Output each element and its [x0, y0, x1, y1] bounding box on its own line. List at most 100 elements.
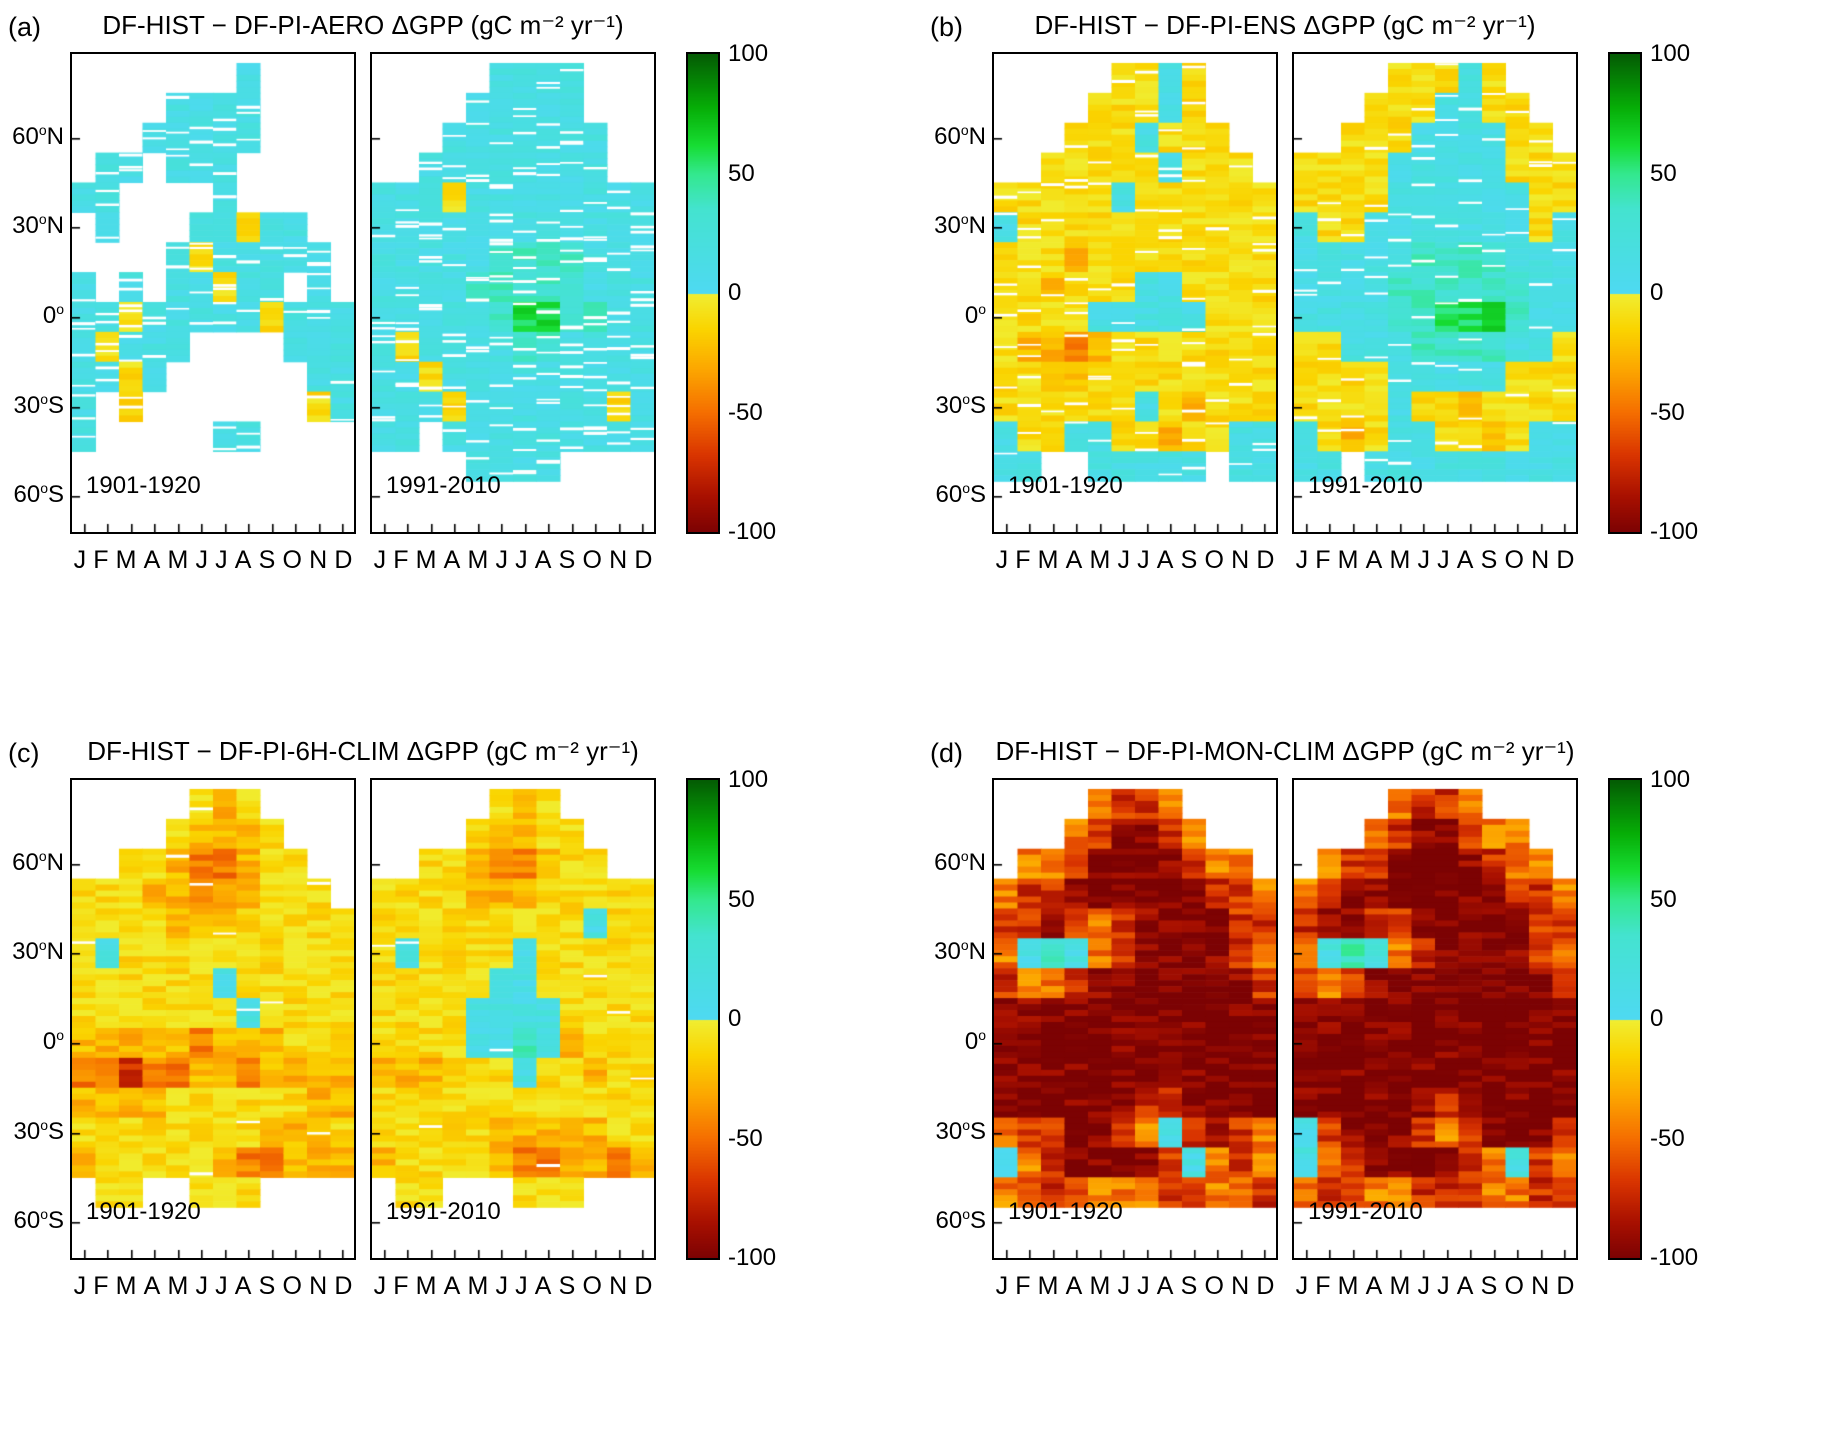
month-label: J [73, 546, 87, 574]
colorbar-tick-label: 50 [728, 159, 755, 187]
lat-tick-label: 30oN [934, 937, 986, 966]
month-label: N [1231, 546, 1250, 574]
month-label: F [393, 546, 409, 574]
heatmap-canvas [1292, 52, 1578, 534]
panel-label: (a) [8, 12, 41, 42]
month-label: A [443, 546, 461, 574]
lat-tick-label: 30oS [935, 1116, 986, 1145]
month-label: M [1089, 546, 1111, 574]
panel-a: (a) DF-HIST − DF-PI-AERO ΔGPP (gC m⁻² yr… [0, 0, 922, 726]
month-label: S [1180, 546, 1198, 574]
period-label: 1991-2010 [1308, 472, 1423, 499]
colorbar-tick-label: -100 [728, 1244, 777, 1271]
colorbar [1608, 778, 1642, 1260]
period-label: 1991-2010 [386, 1198, 501, 1225]
month-label: J [1295, 1272, 1309, 1300]
colorbar-ticks: 100 50 0 -50 -100 [728, 40, 798, 545]
lat-tick-label: 0o [42, 300, 64, 329]
month-label: M [467, 1272, 489, 1300]
lat-tick-label: 30oN [12, 211, 64, 240]
month-label: O [1504, 1272, 1524, 1300]
month-label: M [1337, 1272, 1359, 1300]
month-label: M [115, 1272, 137, 1300]
month-label: A [143, 1272, 161, 1300]
heatmap-canvas [992, 52, 1278, 534]
panel-title: DF-HIST − DF-PI-6H-CLIM ΔGPP (gC m⁻² yr⁻… [87, 736, 639, 766]
month-label: A [1065, 1272, 1083, 1300]
month-label: J [1295, 546, 1309, 574]
month-label: A [234, 546, 252, 574]
heatmap-canvas [1292, 778, 1578, 1260]
month-label: M [1089, 1272, 1111, 1300]
month-label: D [634, 1272, 653, 1300]
month-label: A [1156, 546, 1174, 574]
lat-tick-label: 60oS [13, 480, 64, 509]
month-label: J [515, 1272, 528, 1300]
colorbar-tick-label: -100 [1650, 518, 1699, 545]
colorbar-tick-label: 0 [728, 1005, 742, 1032]
y-axis-labels: 60oN 30oN 0o 30oS 60oS [8, 778, 70, 1260]
colorbar [1608, 52, 1642, 534]
month-label: M [167, 546, 189, 574]
month-label: D [1556, 546, 1575, 574]
panel-b-header: (b) DF-HIST − DF-PI-ENS ΔGPP (gC m⁻² yr⁻… [922, 8, 1845, 52]
month-label: M [1389, 546, 1411, 574]
month-label: M [167, 1272, 189, 1300]
month-label: S [558, 546, 576, 574]
month-label: J [495, 1272, 508, 1300]
period-label: 1901-1920 [86, 1198, 201, 1225]
lat-tick-label: 30oS [13, 390, 64, 419]
month-label: F [1315, 546, 1331, 574]
month-label: O [582, 1272, 602, 1300]
lat-tick-label: 60oN [12, 847, 64, 876]
period-label: 1901-1920 [1008, 1198, 1123, 1225]
month-label: J [73, 1272, 87, 1300]
month-label: J [995, 546, 1009, 574]
lat-tick-label: 60oS [935, 480, 986, 509]
y-axis-labels: 60oN 30oN 0o 30oS 60oS [930, 778, 992, 1260]
colorbar [686, 52, 720, 534]
month-label: A [534, 1272, 552, 1300]
colorbar-tick-label: 100 [728, 766, 769, 793]
month-label: M [415, 1272, 437, 1300]
heatmap-canvas [70, 52, 356, 534]
panel-d-header: (d) DF-HIST − DF-PI-MON-CLIM ΔGPP (gC m⁻… [922, 734, 1845, 778]
month-label: J [1137, 546, 1150, 574]
lat-tick-label: 0o [964, 1026, 986, 1055]
colorbar-tick-label: -50 [728, 1124, 763, 1152]
month-label: J [1117, 546, 1130, 574]
colorbar-tick-label: -50 [1650, 398, 1685, 426]
colorbar [686, 778, 720, 1260]
month-label: O [282, 546, 302, 574]
panel-title: DF-HIST − DF-PI-AERO ΔGPP (gC m⁻² yr⁻¹) [102, 10, 624, 40]
month-label: J [373, 546, 387, 574]
panel-b: (b) DF-HIST − DF-PI-ENS ΔGPP (gC m⁻² yr⁻… [922, 0, 1845, 726]
heatmap-canvas [370, 52, 656, 534]
month-label: S [258, 1272, 276, 1300]
lat-tick-label: 60oN [934, 121, 986, 150]
colorbar-tick-label: 50 [1650, 885, 1677, 913]
colorbar-tick-label: -50 [1650, 1124, 1685, 1152]
colorbar-tick-label: -100 [728, 518, 777, 545]
month-label: O [1204, 546, 1224, 574]
colorbar-tick-label: 100 [728, 40, 769, 67]
month-label: J [1117, 1272, 1130, 1300]
month-label: F [93, 1272, 109, 1300]
month-label: D [634, 546, 653, 574]
colorbar-tick-label: -50 [728, 398, 763, 426]
colorbar-tick-label: 0 [1650, 279, 1664, 306]
month-label: J [215, 546, 228, 574]
